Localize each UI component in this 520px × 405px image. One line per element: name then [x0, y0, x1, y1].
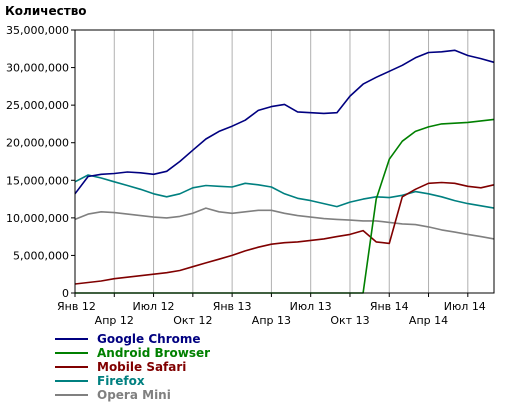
y-tick-label: 0	[62, 287, 69, 300]
series-line-firefox	[74, 174, 495, 209]
y-tick-label: 30,000,000	[6, 62, 69, 75]
series-line-mobile-safari	[74, 181, 495, 285]
y-tick-label: 20,000,000	[6, 137, 69, 150]
series-lines	[74, 49, 495, 294]
legend-label: Opera Mini	[97, 388, 171, 402]
y-tick-label: 25,000,000	[6, 99, 69, 112]
series-line-android-browser	[75, 118, 495, 294]
x-tick-label: Окт 12	[173, 314, 212, 327]
x-tick-label: Июл 14	[444, 300, 486, 313]
x-tick-label: Апр 14	[409, 314, 448, 327]
series-line-google-chrome	[74, 49, 495, 195]
y-tick-label: 10,000,000	[6, 212, 69, 225]
x-tick-label: Июл 13	[290, 300, 332, 313]
legend-label: Firefox	[97, 374, 145, 388]
x-axis: Янв 12 Июл 12 Янв 13 Июл 13 Янв 14 Июл 14Апр …	[57, 293, 486, 327]
plot-frame	[74, 29, 495, 294]
grid	[113, 30, 469, 293]
y-axis: 0 5,000,000 10,000,000 15,000,000 20,000,000…	[6, 24, 75, 300]
y-axis-title: Количество	[5, 4, 87, 18]
legend-label: Google Chrome	[97, 332, 201, 346]
y-tick-label: 35,000,000	[6, 24, 69, 37]
x-tick-label: Окт 13	[330, 314, 369, 327]
x-tick-label: Янв 13	[213, 300, 252, 313]
y-tick-label: 5,000,000	[13, 249, 69, 262]
series-line-opera-mini	[74, 207, 495, 240]
legend-label: Android Browser	[97, 346, 210, 360]
x-tick-label: Апр 12	[95, 314, 134, 327]
x-tick-label: Апр 13	[252, 314, 291, 327]
y-tick-label: 15,000,000	[6, 174, 69, 187]
x-tick-label: Июл 12	[133, 300, 175, 313]
x-tick-label: Янв 12	[57, 300, 96, 313]
x-tick-label: Янв 14	[370, 300, 409, 313]
legend-label: Mobile Safari	[97, 360, 186, 374]
